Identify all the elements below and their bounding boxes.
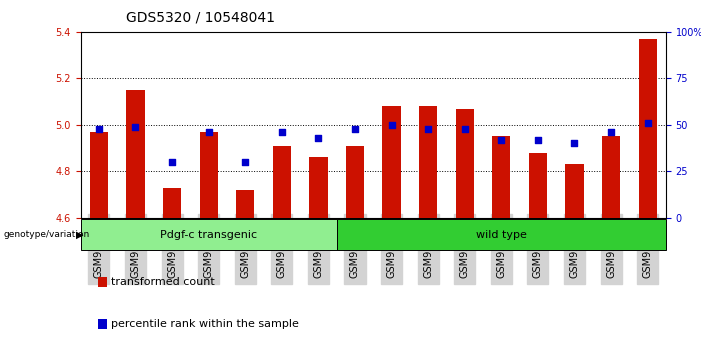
Bar [492,136,510,218]
Bar [529,153,547,218]
Bar [456,109,474,218]
Bar [346,146,364,218]
Point [423,126,434,131]
Point [276,130,287,135]
Point [203,130,215,135]
Point [606,130,617,135]
Point [349,126,360,131]
Bar [383,106,401,218]
Text: percentile rank within the sample: percentile rank within the sample [111,319,299,329]
Bar [90,132,108,218]
Point [386,122,397,128]
Text: ▶: ▶ [76,229,83,239]
Text: genotype/variation: genotype/variation [4,230,90,239]
Bar [273,146,291,218]
Bar [126,90,144,218]
Point [459,126,470,131]
Bar [163,188,182,218]
Point [166,159,177,165]
Text: Pdgf-c transgenic: Pdgf-c transgenic [160,229,257,240]
Text: transformed count: transformed count [111,277,215,287]
Point [130,124,141,130]
Bar [81,219,336,250]
Point [240,159,251,165]
Bar [565,164,584,218]
Text: GDS5320 / 10548041: GDS5320 / 10548041 [126,11,275,25]
Bar [309,157,327,218]
Bar [200,132,218,218]
Bar [336,219,666,250]
Bar [639,39,657,218]
Bar [236,190,254,218]
Bar [419,106,437,218]
Point [496,137,507,143]
Point [569,141,580,146]
Point [532,137,543,143]
Text: wild type: wild type [476,229,526,240]
Point [642,120,653,126]
Bar [602,136,620,218]
Point [93,126,104,131]
Point [313,135,324,141]
